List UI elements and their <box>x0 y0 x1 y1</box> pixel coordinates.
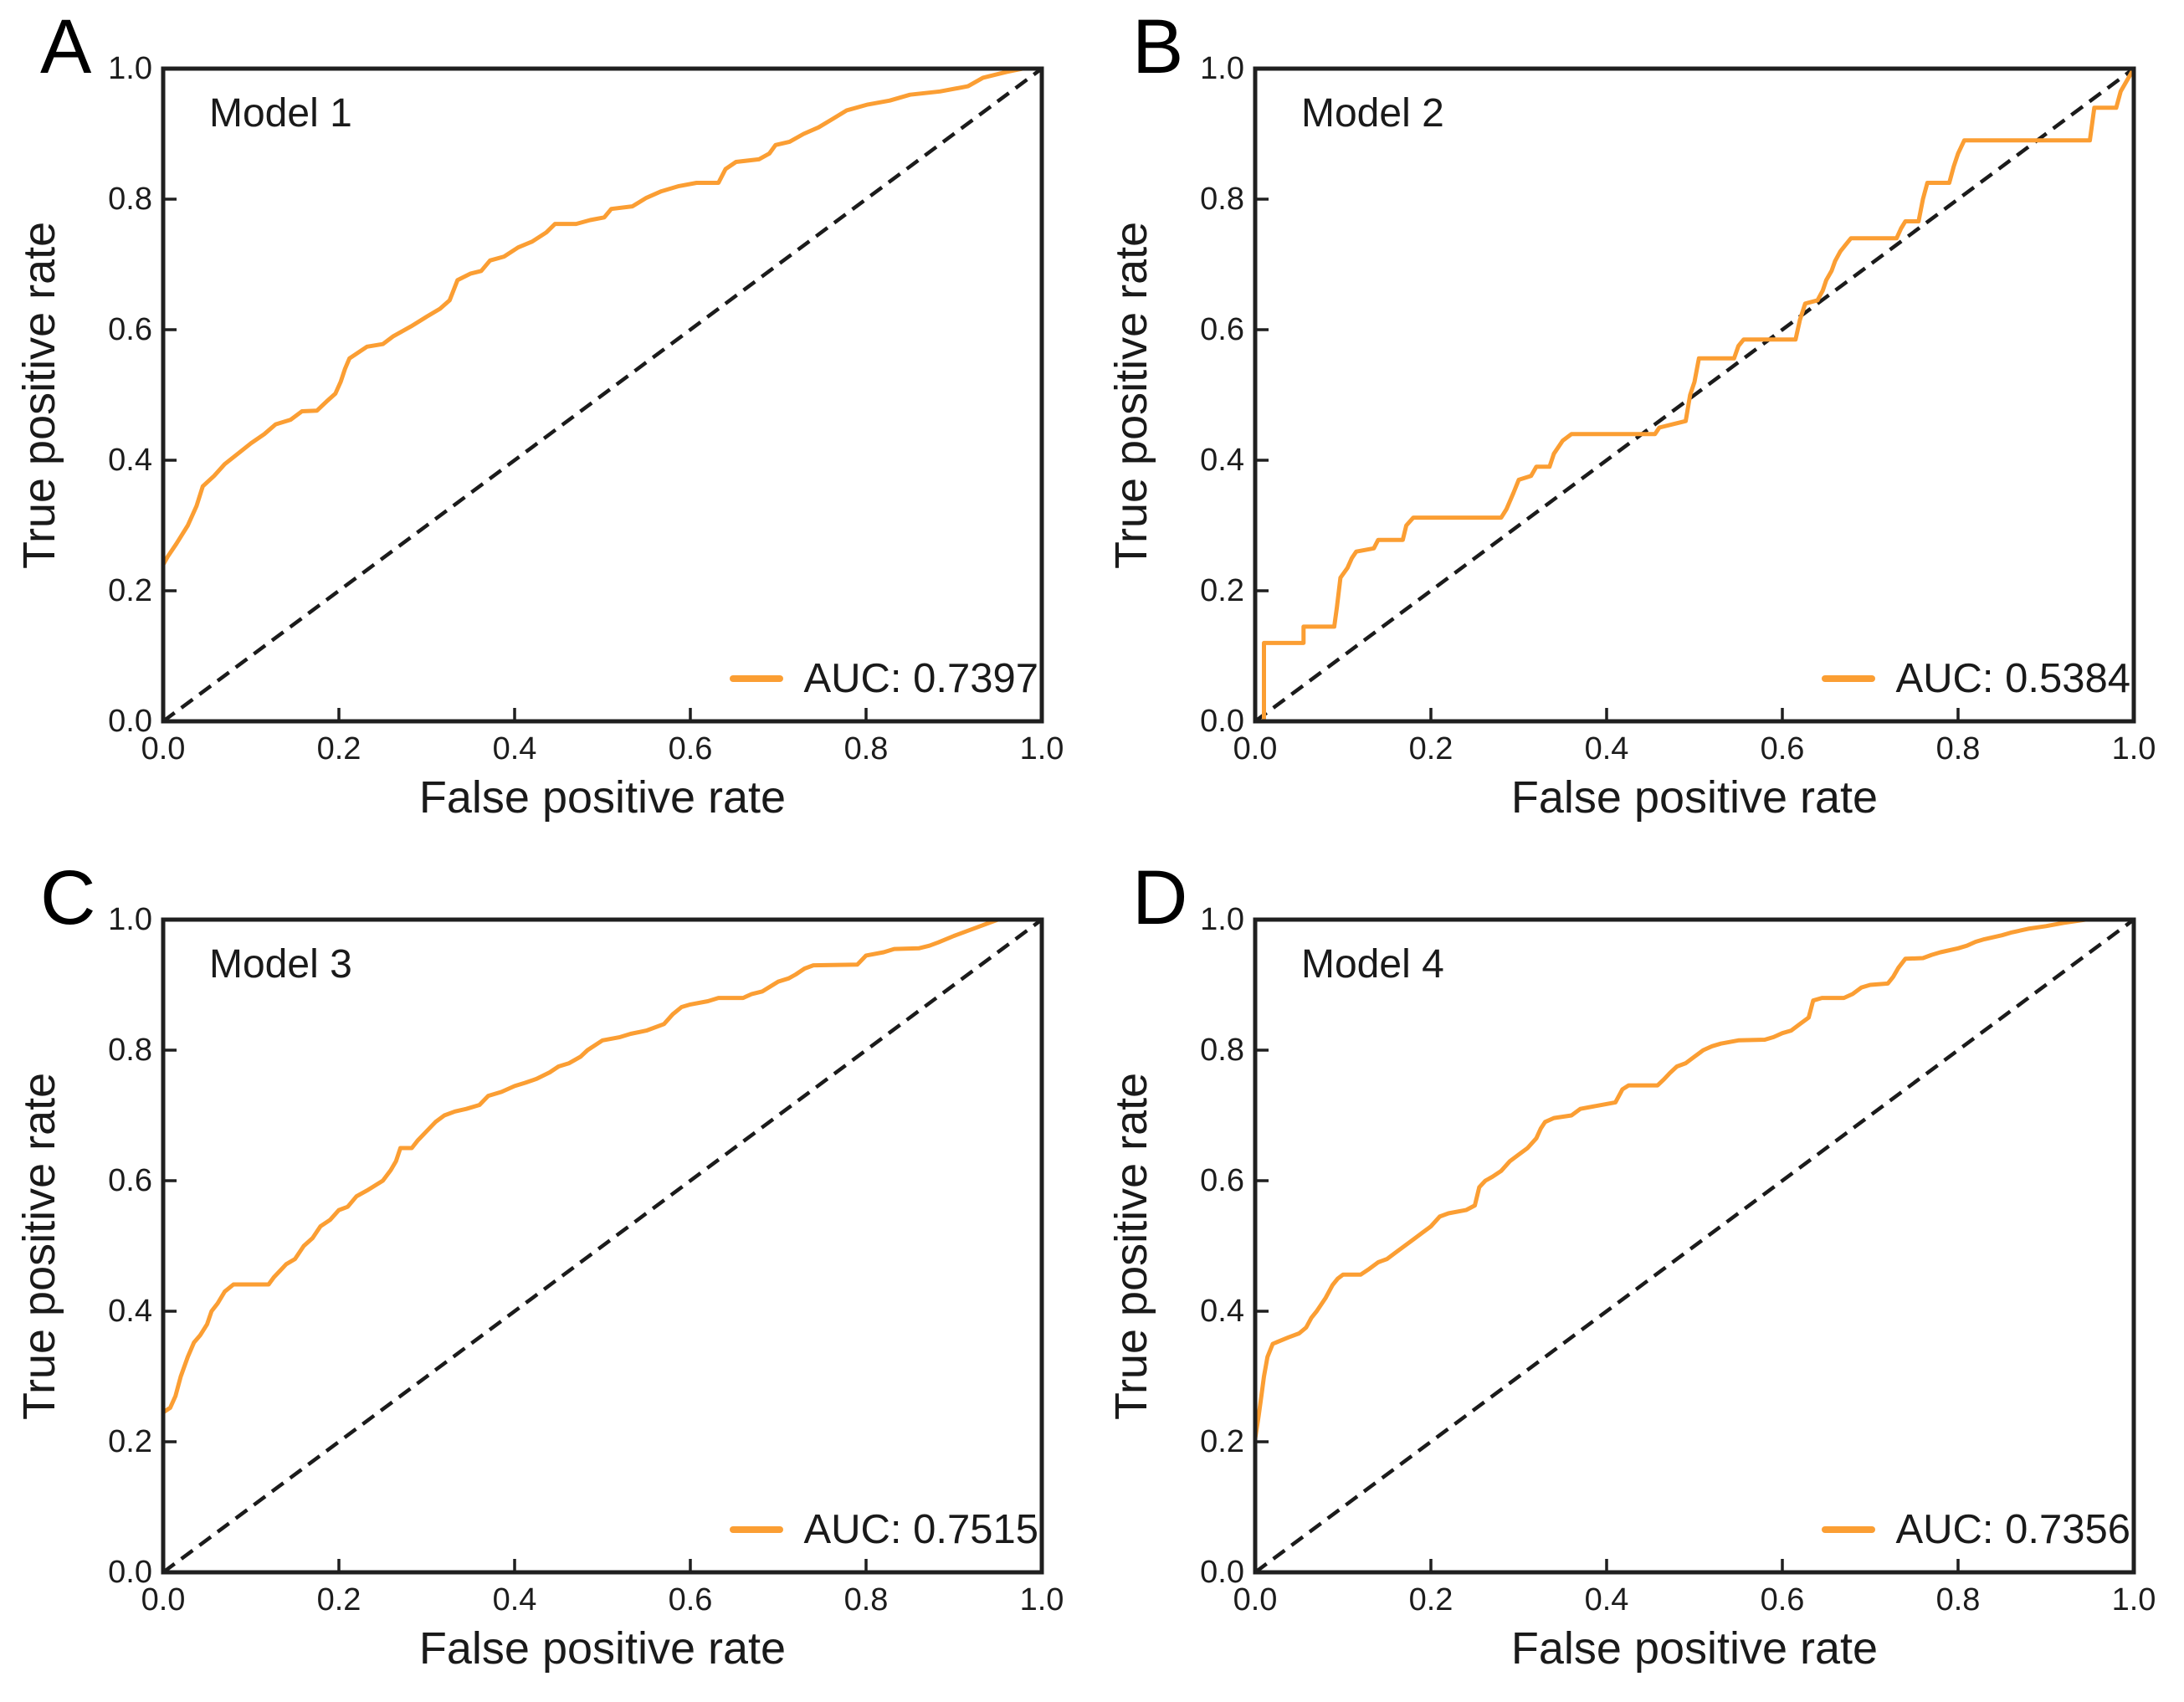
x-tick-label: 0.6 <box>1760 731 1805 766</box>
x-tick-label: 0.2 <box>1408 731 1453 766</box>
x-tick-label: 0.4 <box>1584 731 1629 766</box>
y-tick-label: 0.4 <box>1200 1294 1244 1329</box>
model-title: Model 2 <box>1301 91 1444 136</box>
legend: AUC: 0.5384 <box>1822 655 2130 702</box>
auc-label: AUC: 0.7356 <box>1895 1507 2130 1552</box>
x-tick-label: 1.0 <box>1019 731 1064 766</box>
legend: AUC: 0.7397 <box>730 655 1038 702</box>
y-tick-label: 0.6 <box>108 1163 152 1198</box>
roc-plot <box>161 917 1044 1575</box>
y-axis-label: True positive rate <box>14 221 64 569</box>
y-tick-label: 0.8 <box>108 182 152 217</box>
x-tick-label: 0.6 <box>668 1582 713 1617</box>
legend: AUC: 0.7515 <box>730 1506 1038 1553</box>
x-axis-label: False positive rate <box>1510 1623 1879 1674</box>
x-tick-label: 0.0 <box>1233 731 1278 766</box>
x-tick-label: 0.2 <box>1408 1582 1453 1617</box>
roc-line-swatch <box>730 675 784 682</box>
x-tick-label: 0.4 <box>1584 1582 1629 1617</box>
y-tick-label: 0.2 <box>1200 573 1244 608</box>
y-tick-label: 0.6 <box>1200 312 1244 347</box>
model-title: Model 3 <box>209 942 352 987</box>
y-tick-label: 1.0 <box>1200 51 1244 86</box>
x-axis-label: False positive rate <box>1510 772 1879 823</box>
x-tick-label: 1.0 <box>1019 1582 1064 1617</box>
auc-label: AUC: 0.5384 <box>1895 656 2130 701</box>
y-tick-label: 0.0 <box>108 1555 152 1590</box>
y-tick-label: 0.2 <box>108 1424 152 1459</box>
roc-line-swatch <box>730 1526 784 1533</box>
y-tick-label: 0.0 <box>108 704 152 739</box>
model-title: Model 4 <box>1301 942 1444 987</box>
panel-a: A True positive rate Model 1 AUC: 0.7397… <box>0 0 1092 851</box>
y-tick-label: 0.8 <box>108 1033 152 1068</box>
y-tick-label: 0.0 <box>1200 1555 1244 1590</box>
y-tick-label: 0.6 <box>1200 1163 1244 1198</box>
panel-b: B True positive rate Model 2 AUC: 0.5384… <box>1092 0 2184 851</box>
x-tick-label: 0.8 <box>1935 731 1981 766</box>
auc-label: AUC: 0.7397 <box>803 656 1038 701</box>
x-tick-label: 0.4 <box>492 731 537 766</box>
y-tick-label: 0.4 <box>108 443 152 478</box>
y-tick-label: 0.4 <box>1200 443 1244 478</box>
x-tick-label: 0.0 <box>1233 1582 1278 1617</box>
x-tick-label: 0.6 <box>1760 1582 1805 1617</box>
y-tick-label: 1.0 <box>108 51 152 86</box>
x-tick-label: 1.0 <box>2111 1582 2156 1617</box>
panel-d: D True positive rate Model 4 AUC: 0.7356… <box>1092 851 2184 1702</box>
roc-plot <box>161 66 1044 724</box>
y-tick-label: 0.2 <box>108 573 152 608</box>
y-tick-label: 0.8 <box>1200 1033 1244 1068</box>
y-axis-label: True positive rate <box>14 1072 64 1420</box>
y-tick-label: 0.0 <box>1200 704 1244 739</box>
x-tick-label: 0.0 <box>141 731 186 766</box>
panel-c: C True positive rate Model 3 AUC: 0.7515… <box>0 851 1092 1702</box>
x-tick-label: 0.2 <box>316 731 361 766</box>
panel-letter: A <box>40 4 92 90</box>
x-tick-label: 0.6 <box>668 731 713 766</box>
y-tick-label: 1.0 <box>1200 902 1244 937</box>
y-tick-label: 1.0 <box>108 902 152 937</box>
x-tick-label: 0.8 <box>843 1582 889 1617</box>
y-axis-label: True positive rate <box>1106 1072 1156 1420</box>
roc-plot <box>1253 917 2136 1575</box>
model-title: Model 1 <box>209 91 352 136</box>
x-tick-label: 0.8 <box>843 731 889 766</box>
panel-letter: C <box>40 855 96 941</box>
x-tick-label: 0.8 <box>1935 1582 1981 1617</box>
x-axis-label: False positive rate <box>418 772 787 823</box>
y-tick-label: 0.4 <box>108 1294 152 1329</box>
y-axis-label: True positive rate <box>1106 221 1156 569</box>
panel-letter: D <box>1132 855 1188 941</box>
legend: AUC: 0.7356 <box>1822 1506 2130 1553</box>
x-tick-label: 0.4 <box>492 1582 537 1617</box>
x-tick-label: 0.2 <box>316 1582 361 1617</box>
y-tick-label: 0.8 <box>1200 182 1244 217</box>
x-tick-label: 1.0 <box>2111 731 2156 766</box>
roc-plot <box>1253 66 2136 724</box>
x-axis-label: False positive rate <box>418 1623 787 1674</box>
roc-line-swatch <box>1822 1526 1876 1533</box>
auc-label: AUC: 0.7515 <box>803 1507 1038 1552</box>
panel-letter: B <box>1132 4 1184 90</box>
y-tick-label: 0.2 <box>1200 1424 1244 1459</box>
x-tick-label: 0.0 <box>141 1582 186 1617</box>
y-tick-label: 0.6 <box>108 312 152 347</box>
roc-line-swatch <box>1822 675 1876 682</box>
